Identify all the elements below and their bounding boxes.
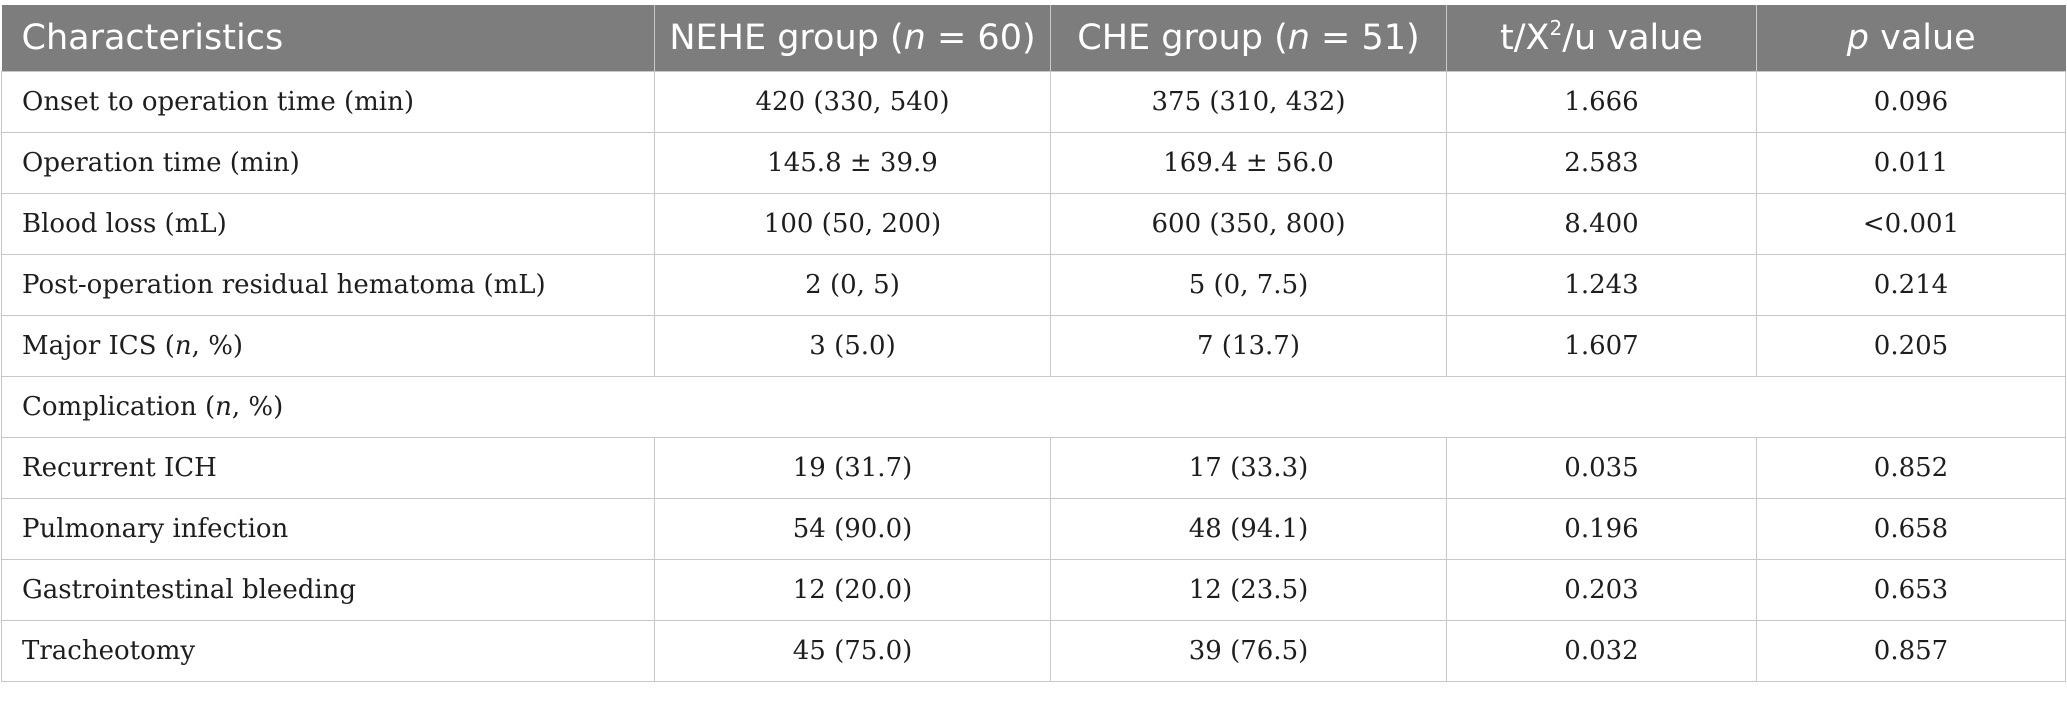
p-cell: 0.857	[1756, 620, 2066, 682]
nehe-cell: 2 (0, 5)	[654, 254, 1051, 316]
header-stat-suffix: /u value	[1562, 18, 1703, 58]
row-label: Onset to operation time (min)	[1, 71, 655, 133]
table-row: Tracheotomy 45 (75.0) 39 (76.5) 0.032 0.…	[1, 620, 2066, 682]
nehe-cell: 12 (20.0)	[654, 559, 1051, 621]
p-cell: 0.096	[1756, 71, 2066, 133]
p-cell: 0.653	[1756, 559, 2066, 621]
header-che-group: CHE group (n = 51)	[1050, 5, 1447, 72]
header-che-prefix: CHE group (	[1077, 18, 1288, 58]
row-label: Tracheotomy	[1, 620, 655, 682]
nehe-cell: 100 (50, 200)	[654, 193, 1051, 255]
che-cell: 7 (13.7)	[1050, 315, 1447, 377]
stat-cell: 1.607	[1446, 315, 1757, 377]
stat-cell: 0.032	[1446, 620, 1757, 682]
header-characteristics-label: Characteristics	[21, 18, 284, 58]
row-label: Post-operation residual hematoma (mL)	[1, 254, 655, 316]
header-che-n: n	[1287, 18, 1310, 58]
table-row: Blood loss (mL) 100 (50, 200) 600 (350, …	[1, 193, 2066, 255]
row-label: Gastrointestinal bleeding	[1, 559, 655, 621]
che-cell: 17 (33.3)	[1050, 437, 1447, 499]
header-p-suffix: value	[1868, 18, 1976, 58]
p-cell: 0.011	[1756, 132, 2066, 194]
che-cell: 600 (350, 800)	[1050, 193, 1447, 255]
che-cell: 5 (0, 7.5)	[1050, 254, 1447, 316]
stat-cell: 8.400	[1446, 193, 1757, 255]
header-characteristics: Characteristics	[1, 5, 655, 72]
table-row: Post-operation residual hematoma (mL) 2 …	[1, 254, 2066, 316]
header-nehe-suffix: = 60)	[925, 18, 1036, 58]
stat-cell: 0.035	[1446, 437, 1757, 499]
stat-cell: 0.196	[1446, 498, 1757, 560]
che-cell: 48 (94.1)	[1050, 498, 1447, 560]
table-row: Major ICS (n, %) 3 (5.0) 7 (13.7) 1.607 …	[1, 315, 2066, 377]
row-label-suffix: , %)	[191, 331, 244, 361]
p-cell: 0.658	[1756, 498, 2066, 560]
section-label-n: n	[215, 392, 232, 422]
che-cell: 39 (76.5)	[1050, 620, 1447, 682]
header-nehe-prefix: NEHE group (	[669, 18, 904, 58]
results-table: Characteristics NEHE group (n = 60) CHE …	[1, 5, 2066, 682]
table-body: Onset to operation time (min) 420 (330, …	[1, 71, 2066, 682]
stat-cell: 1.243	[1446, 254, 1757, 316]
section-row: Complication (n, %)	[1, 376, 2066, 438]
nehe-cell: 19 (31.7)	[654, 437, 1051, 499]
table-row: Pulmonary infection 54 (90.0) 48 (94.1) …	[1, 498, 2066, 560]
nehe-cell: 54 (90.0)	[654, 498, 1051, 560]
header-stat-prefix: t/X	[1500, 18, 1550, 58]
stat-cell: 0.203	[1446, 559, 1757, 621]
section-label: Complication (n, %)	[1, 376, 2066, 438]
header-test-statistic: t/X2/u value	[1446, 5, 1757, 72]
header-p-letter: p	[1846, 18, 1869, 58]
table-row: Recurrent ICH 19 (31.7) 17 (33.3) 0.035 …	[1, 437, 2066, 499]
row-label: Pulmonary infection	[1, 498, 655, 560]
che-cell: 169.4 ± 56.0	[1050, 132, 1447, 194]
nehe-cell: 145.8 ± 39.9	[654, 132, 1051, 194]
p-cell: 0.205	[1756, 315, 2066, 377]
header-row: Characteristics NEHE group (n = 60) CHE …	[1, 5, 2066, 72]
nehe-cell: 3 (5.0)	[654, 315, 1051, 377]
stat-cell: 1.666	[1446, 71, 1757, 133]
p-cell: <0.001	[1756, 193, 2066, 255]
table-row: Gastrointestinal bleeding 12 (20.0) 12 (…	[1, 559, 2066, 621]
nehe-cell: 420 (330, 540)	[654, 71, 1051, 133]
header-che-suffix: = 51)	[1309, 18, 1420, 58]
row-label: Blood loss (mL)	[1, 193, 655, 255]
nehe-cell: 45 (75.0)	[654, 620, 1051, 682]
header-nehe-n: n	[903, 18, 926, 58]
header-p-value: p value	[1756, 5, 2066, 72]
che-cell: 12 (23.5)	[1050, 559, 1447, 621]
p-cell: 0.852	[1756, 437, 2066, 499]
p-cell: 0.214	[1756, 254, 2066, 316]
table-header: Characteristics NEHE group (n = 60) CHE …	[1, 5, 2066, 72]
stat-cell: 2.583	[1446, 132, 1757, 194]
row-label: Major ICS (n, %)	[1, 315, 655, 377]
row-label: Recurrent ICH	[1, 437, 655, 499]
che-cell: 375 (310, 432)	[1050, 71, 1447, 133]
header-stat-superscript: 2	[1549, 16, 1563, 40]
section-label-suffix: , %)	[231, 392, 284, 422]
row-label-prefix: Major ICS (	[22, 331, 175, 361]
header-nehe-group: NEHE group (n = 60)	[654, 5, 1051, 72]
table-row: Operation time (min) 145.8 ± 39.9 169.4 …	[1, 132, 2066, 194]
row-label: Operation time (min)	[1, 132, 655, 194]
section-label-prefix: Complication (	[22, 392, 216, 422]
table-row: Onset to operation time (min) 420 (330, …	[1, 71, 2066, 133]
row-label-n: n	[174, 331, 192, 361]
